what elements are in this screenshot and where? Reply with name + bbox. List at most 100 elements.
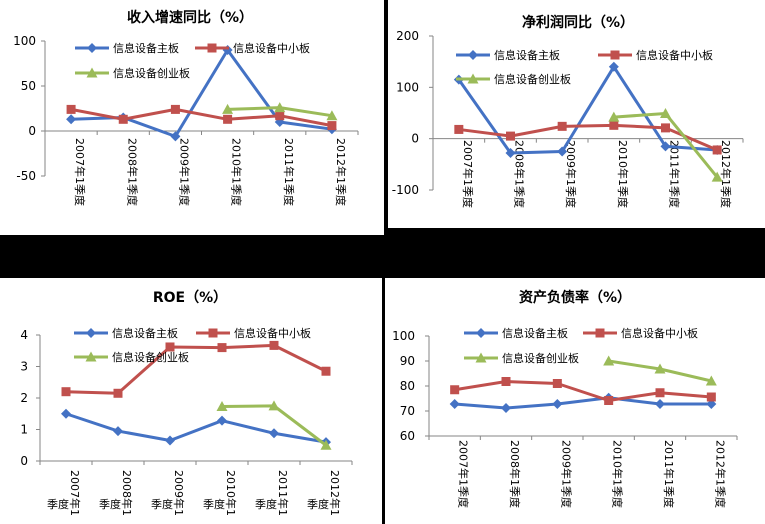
legend-entry: 信息设备主板 — [74, 326, 178, 340]
series-gem — [216, 400, 332, 450]
x-tick-label: 2008年1季度 — [125, 138, 139, 206]
x-tick-label: 2012年1季度 — [719, 140, 733, 208]
series-main — [449, 392, 717, 413]
x-tick-label: 2010年1季度 — [230, 138, 244, 206]
x-tick-label: 2011年1季度 — [662, 440, 676, 508]
y-tick-label: 1 — [20, 423, 28, 437]
series-line — [65, 412, 327, 444]
legend-label: 信息设备创业板 — [502, 351, 579, 365]
legend-label: 信息设备主板 — [494, 48, 560, 62]
chart-title: 资产负债率（%） — [519, 289, 631, 306]
y-tick-label: 0 — [20, 454, 28, 468]
legend-label: 信息设备中小板 — [636, 48, 713, 62]
series-line — [65, 343, 327, 395]
data-point — [61, 387, 71, 397]
data-point — [608, 61, 619, 72]
legend-marker — [476, 328, 486, 338]
x-tick-label: 2010年1季度 — [616, 140, 630, 208]
data-point — [118, 114, 128, 124]
y-tick-label: 70 — [400, 404, 415, 418]
data-point — [320, 439, 332, 450]
series-sme — [454, 120, 722, 155]
data-point — [608, 111, 620, 122]
data-point — [609, 120, 619, 130]
data-point — [222, 103, 234, 114]
legend-label: 信息设备创业板 — [494, 72, 571, 86]
data-point — [275, 111, 285, 121]
legend-entry: 信息设备中小板 — [196, 326, 311, 340]
legend-marker — [85, 351, 97, 362]
y-tick-label: 100 — [396, 80, 419, 94]
data-point — [501, 377, 511, 386]
data-point — [705, 375, 717, 386]
data-point — [712, 145, 722, 155]
x-tick-label: 2012年1季度 — [713, 440, 727, 508]
x-tick-label: 2009年1季度 — [564, 140, 578, 208]
x-tick-label: 2008年1 — [120, 470, 134, 516]
legend-entry: 信息设备中小板 — [195, 41, 310, 55]
data-point — [552, 399, 563, 409]
data-point — [660, 108, 671, 119]
x-tick-label: 2011年1季度 — [282, 138, 296, 206]
data-point — [327, 121, 337, 131]
legend-marker — [595, 328, 605, 338]
x-tick-label: 2010年1季度 — [611, 440, 625, 508]
chart-title: 净利润同比（%） — [522, 14, 634, 31]
x-tick-label: 2007年1 — [68, 470, 82, 516]
legend-marker — [475, 352, 487, 363]
chart-title: 收入增速同比（%） — [127, 9, 253, 26]
series-gem — [603, 355, 717, 386]
data-point — [454, 124, 464, 134]
legend-entry: 信息设备创业板 — [75, 66, 190, 80]
legend-label: 信息设备中小板 — [233, 41, 310, 55]
series-sme — [61, 340, 331, 398]
series-sme — [66, 104, 337, 131]
debt-ratio-chart: 资产负债率（%） 60 70 80 90 100 2007年1季度 2008年1季度 2009年… — [385, 278, 765, 524]
series-line — [454, 380, 712, 402]
data-point — [113, 388, 123, 398]
data-point — [274, 102, 286, 113]
y-tick-label: -50 — [16, 169, 36, 183]
data-point — [217, 415, 227, 426]
x-tick-label: 2009年1季度 — [177, 138, 191, 206]
legend-marker — [208, 328, 218, 338]
series-sme — [450, 377, 716, 405]
legend-entry: 信息设备中小板 — [583, 326, 698, 340]
series-line — [454, 396, 712, 410]
y-tick-label: -100 — [392, 183, 419, 197]
legend-entry: 信息设备主板 — [75, 41, 179, 55]
x-tick-label: 2012年1 — [328, 470, 342, 516]
series-line — [70, 107, 333, 128]
y-tick-label: 4 — [20, 328, 28, 342]
legend-label: 信息设备创业板 — [113, 66, 190, 80]
y-tick-label: 0 — [28, 124, 36, 138]
legend-entry: 信息设备中小板 — [598, 48, 713, 62]
y-tick-label: 80 — [400, 379, 415, 393]
data-point — [706, 392, 716, 402]
x-tick-label: 2008年1季度 — [513, 140, 527, 208]
series-gem — [608, 108, 723, 182]
data-point — [711, 171, 723, 182]
data-point — [604, 396, 614, 405]
x-tick-label: 2007年1季度 — [457, 440, 471, 508]
x-tick-label: 2007年1季度 — [73, 138, 87, 206]
legend-marker — [207, 43, 217, 53]
legend-label: 信息设备主板 — [112, 326, 178, 340]
data-point — [268, 400, 280, 411]
data-point — [170, 131, 181, 142]
data-point — [66, 104, 76, 114]
legend-entry: 信息设备主板 — [456, 48, 560, 62]
legend-marker — [86, 328, 96, 338]
legend-marker — [87, 43, 97, 53]
series-main — [61, 408, 331, 448]
legend-marker — [468, 50, 478, 60]
y-tick-label: 2 — [20, 391, 28, 405]
net-profit-growth-chart: 净利润同比（%） -100 0 100 200 2007年1季度 2008年1季度 2009年… — [388, 0, 765, 228]
y-tick-label: 90 — [400, 354, 415, 368]
data-point — [113, 426, 123, 437]
data-point — [501, 403, 511, 413]
x-tick-label: 2011年1季度 — [668, 140, 682, 208]
data-point — [557, 121, 567, 131]
data-point — [321, 366, 331, 376]
data-point — [216, 401, 228, 412]
